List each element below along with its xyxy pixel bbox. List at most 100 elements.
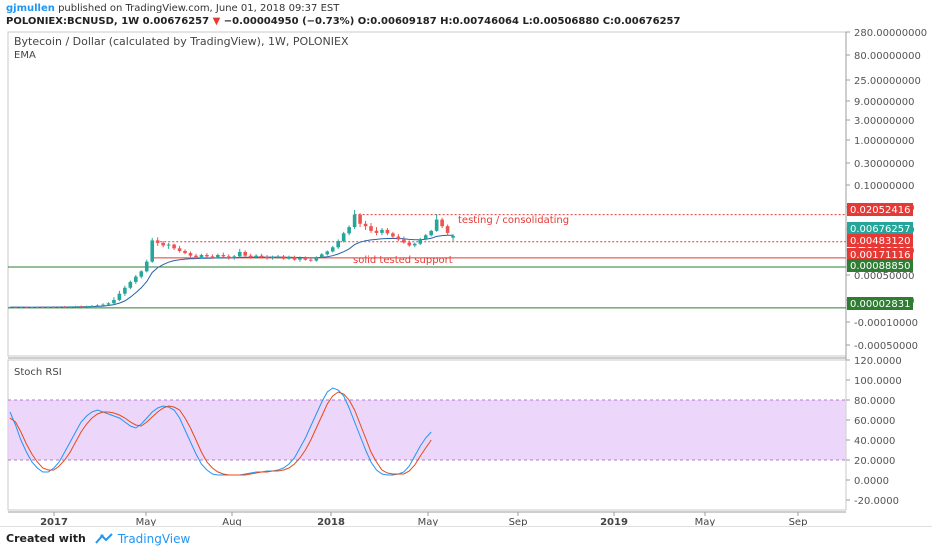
candle-body — [144, 261, 149, 272]
price-tick-label: 80.00000000 — [854, 51, 921, 62]
candle-body — [319, 254, 324, 258]
candle-body — [24, 307, 29, 309]
footer: Created with TradingView — [0, 526, 932, 550]
candle-body — [391, 233, 395, 237]
candle-body — [418, 239, 423, 244]
price-tick-label: 0.10000000 — [854, 181, 914, 192]
candle-body — [90, 305, 94, 307]
rsi-tick-label: -20.0000 — [854, 496, 899, 507]
price-change: −0.00004950 (−0.73%) — [223, 16, 355, 27]
rsi-tick-label: 80.0000 — [854, 396, 895, 407]
candle-body — [19, 307, 23, 309]
candle-body — [221, 254, 226, 257]
chart-title: Bytecoin / Dollar (calculated by Trading… — [14, 35, 349, 48]
chart-header: gjmullen published on TradingView.com, J… — [0, 0, 932, 28]
candle-body — [276, 256, 280, 258]
time-tick-label: May — [695, 517, 716, 526]
candle-body — [396, 236, 401, 240]
candle-body — [150, 240, 155, 262]
candle-body — [358, 214, 362, 224]
time-tick-label: May — [136, 517, 157, 526]
rsi-tick-label: 20.0000 — [854, 456, 895, 467]
candle-body — [205, 254, 209, 257]
time-tick-label: 2019 — [600, 517, 628, 526]
candle-body — [325, 251, 330, 255]
candle-body — [243, 251, 248, 256]
candle-body — [199, 254, 204, 258]
price-tick-label: -0.00010000 — [854, 318, 918, 329]
rsi-tick-label: 100.0000 — [854, 376, 902, 387]
candle-body — [57, 306, 62, 308]
candle-body — [369, 226, 373, 231]
tradingview-brand[interactable]: TradingView — [117, 531, 191, 546]
candle-body — [8, 307, 12, 309]
candle-body — [298, 257, 302, 260]
candle-body — [281, 256, 286, 259]
candle-body — [30, 307, 34, 309]
candle-body — [385, 229, 390, 234]
price-label: 0.02052416 — [850, 205, 910, 216]
price-label-box — [847, 222, 913, 235]
candle-body — [352, 214, 357, 228]
candle-body — [429, 230, 433, 236]
time-axis[interactable]: 2017 May Aug 2018 May Sep 2019 May Sep — [8, 511, 846, 526]
candle-body — [232, 256, 237, 258]
stoch-rsi-pane[interactable]: Stoch RSI 120.0000 100.0000 80.0000 60.0000 4… — [7, 356, 902, 511]
candle-body — [402, 239, 406, 243]
price-tick-label: 0.30000000 — [854, 159, 914, 170]
price-label: 0.00483120 — [850, 236, 910, 247]
chart-canvas[interactable]: 280.00000000 80.00000000 25.00000000 9.0000… — [0, 28, 932, 526]
candle-body — [134, 276, 138, 282]
time-tick-label: Sep — [789, 517, 808, 526]
candle-body — [68, 306, 72, 308]
candle-body — [451, 235, 455, 238]
candle-body — [237, 251, 242, 257]
candle-body — [183, 250, 187, 254]
candle-body — [194, 255, 198, 258]
candle-body — [101, 304, 105, 306]
rsi-tick-label: 120.0000 — [854, 356, 902, 367]
candle-body — [35, 307, 40, 309]
candle-body — [303, 257, 308, 260]
candle-body — [117, 293, 122, 300]
candle-body — [216, 254, 220, 258]
created-with-label: Created with — [6, 532, 86, 545]
time-tick-label: 2017 — [40, 517, 68, 526]
candle-body — [112, 300, 116, 304]
rsi-band — [8, 400, 846, 460]
candle-body — [128, 281, 133, 288]
candle-body — [188, 253, 193, 256]
candle-body — [172, 244, 176, 249]
stoch-d-line — [9, 391, 432, 476]
price-tick-label: 280.00000000 — [854, 28, 927, 39]
candle-body — [347, 227, 351, 234]
price-label: 0.00676257 — [850, 224, 910, 235]
candle-body — [254, 255, 258, 258]
rsi-tick-label: 60.0000 — [854, 416, 895, 427]
candle-body — [84, 306, 89, 308]
candle-body — [314, 257, 319, 261]
candle-body — [309, 259, 313, 261]
candle-body — [139, 271, 144, 277]
candle-body — [330, 247, 335, 252]
time-tick-label: Aug — [222, 517, 242, 526]
price-label: 0.00171116 — [850, 250, 910, 261]
price-label-box — [847, 203, 913, 216]
candle-body — [412, 243, 417, 246]
candle-body — [46, 306, 51, 308]
price-tick-label: 25.00000000 — [854, 76, 921, 87]
candle-body — [440, 219, 444, 227]
price-pane[interactable]: 280.00000000 80.00000000 25.00000000 9.0000… — [7, 28, 927, 510]
price-label-box — [847, 259, 913, 272]
tradingview-logo-icon — [95, 532, 113, 544]
author-link[interactable]: gjmullen — [6, 3, 55, 14]
candle-body — [73, 306, 78, 308]
ohlc-values: O:0.00609187 H:0.00746064 L:0.00506880 C… — [357, 16, 681, 27]
price-label: 0.00002831 — [850, 299, 910, 310]
candle-body — [407, 242, 412, 246]
candle-body — [434, 219, 439, 231]
rsi-tick-label: 0.0000 — [854, 476, 889, 487]
candle-body — [445, 226, 450, 233]
candle-body — [227, 256, 231, 258]
candle-body — [79, 306, 83, 308]
